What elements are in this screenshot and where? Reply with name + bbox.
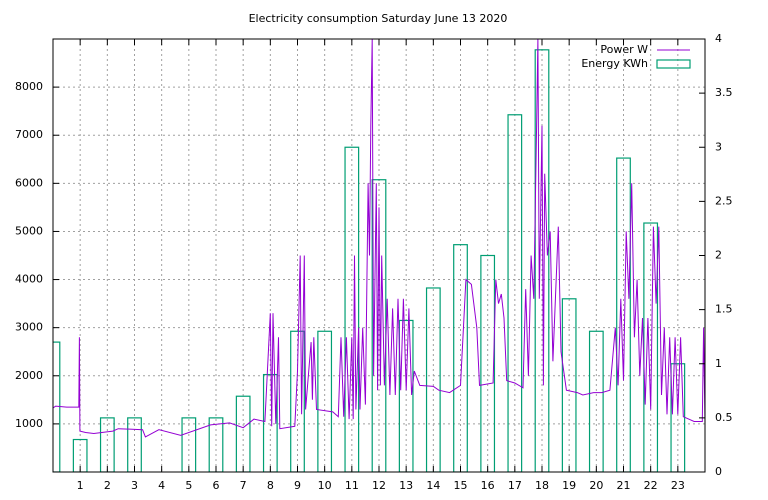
axes: 1 2 3 4 5 6 7 8 9 10 11 12 13 14 15 16 17 18 19 20 21 22 23100… xyxy=(15,32,733,492)
bar xyxy=(290,330,305,472)
x-tick-label: 16 xyxy=(481,479,495,492)
bar xyxy=(480,254,496,472)
bar xyxy=(670,363,686,472)
y2-tick-label: 0 xyxy=(715,465,722,478)
bar xyxy=(317,330,333,472)
power-line xyxy=(53,39,705,438)
x-tick-label: 2 xyxy=(104,479,111,492)
x-tick-label: 8 xyxy=(267,479,274,492)
lines xyxy=(53,39,705,438)
y-tick-label: 6000 xyxy=(15,176,43,189)
bar xyxy=(208,417,224,472)
y2-tick-label: 3 xyxy=(715,140,722,153)
x-tick-label: 11 xyxy=(345,479,359,492)
x-tick-label: 12 xyxy=(372,479,386,492)
x-tick-label: 10 xyxy=(318,479,332,492)
bar xyxy=(588,330,604,472)
x-tick-label: 14 xyxy=(426,479,440,492)
legend-swatch xyxy=(656,59,691,69)
bar xyxy=(127,417,142,472)
bar xyxy=(425,287,441,472)
y-tick-label: 1000 xyxy=(15,417,43,430)
bar xyxy=(262,373,278,472)
y-tick-label: 3000 xyxy=(15,321,43,334)
bar xyxy=(344,146,360,472)
y2-tick-label: 4 xyxy=(715,32,722,45)
y-tick-label: 5000 xyxy=(15,224,43,237)
x-tick-label: 3 xyxy=(131,479,138,492)
y-tick-label: 4000 xyxy=(15,273,43,286)
y2-tick-label: 3.5 xyxy=(715,86,733,99)
legend-label: Energy KWh xyxy=(581,57,648,70)
x-tick-label: 1 xyxy=(77,479,84,492)
x-tick-label: 22 xyxy=(644,479,658,492)
bar xyxy=(453,244,468,472)
x-tick-label: 23 xyxy=(671,479,685,492)
bar xyxy=(371,179,387,472)
y-tick-label: 7000 xyxy=(15,128,43,141)
x-tick-label: 9 xyxy=(294,479,301,492)
x-tick-label: 20 xyxy=(589,479,603,492)
legend-label: Power W xyxy=(600,43,648,56)
x-tick-label: 6 xyxy=(213,479,220,492)
x-tick-label: 17 xyxy=(508,479,522,492)
chart-title: Electricity consumption Saturday June 13… xyxy=(249,12,508,25)
y2-tick-label: 1 xyxy=(715,357,722,370)
bar xyxy=(398,319,414,472)
bar xyxy=(99,417,115,472)
bar xyxy=(235,395,251,472)
bar xyxy=(181,417,197,472)
x-tick-label: 21 xyxy=(617,479,631,492)
bar xyxy=(507,114,523,472)
x-tick-label: 15 xyxy=(454,479,468,492)
x-tick-label: 18 xyxy=(535,479,549,492)
x-tick-label: 7 xyxy=(240,479,247,492)
y2-tick-label: 2.5 xyxy=(715,194,733,207)
y-tick-label: 8000 xyxy=(15,80,43,93)
y2-tick-label: 2 xyxy=(715,249,722,262)
x-tick-label: 4 xyxy=(158,479,165,492)
y2-tick-label: 1.5 xyxy=(715,303,733,316)
x-tick-label: 19 xyxy=(562,479,576,492)
y2-tick-label: 0.5 xyxy=(715,411,733,424)
bar xyxy=(53,341,61,472)
bars xyxy=(53,49,686,472)
x-tick-label: 5 xyxy=(185,479,192,492)
x-tick-label: 13 xyxy=(399,479,413,492)
y-tick-label: 2000 xyxy=(15,369,43,382)
